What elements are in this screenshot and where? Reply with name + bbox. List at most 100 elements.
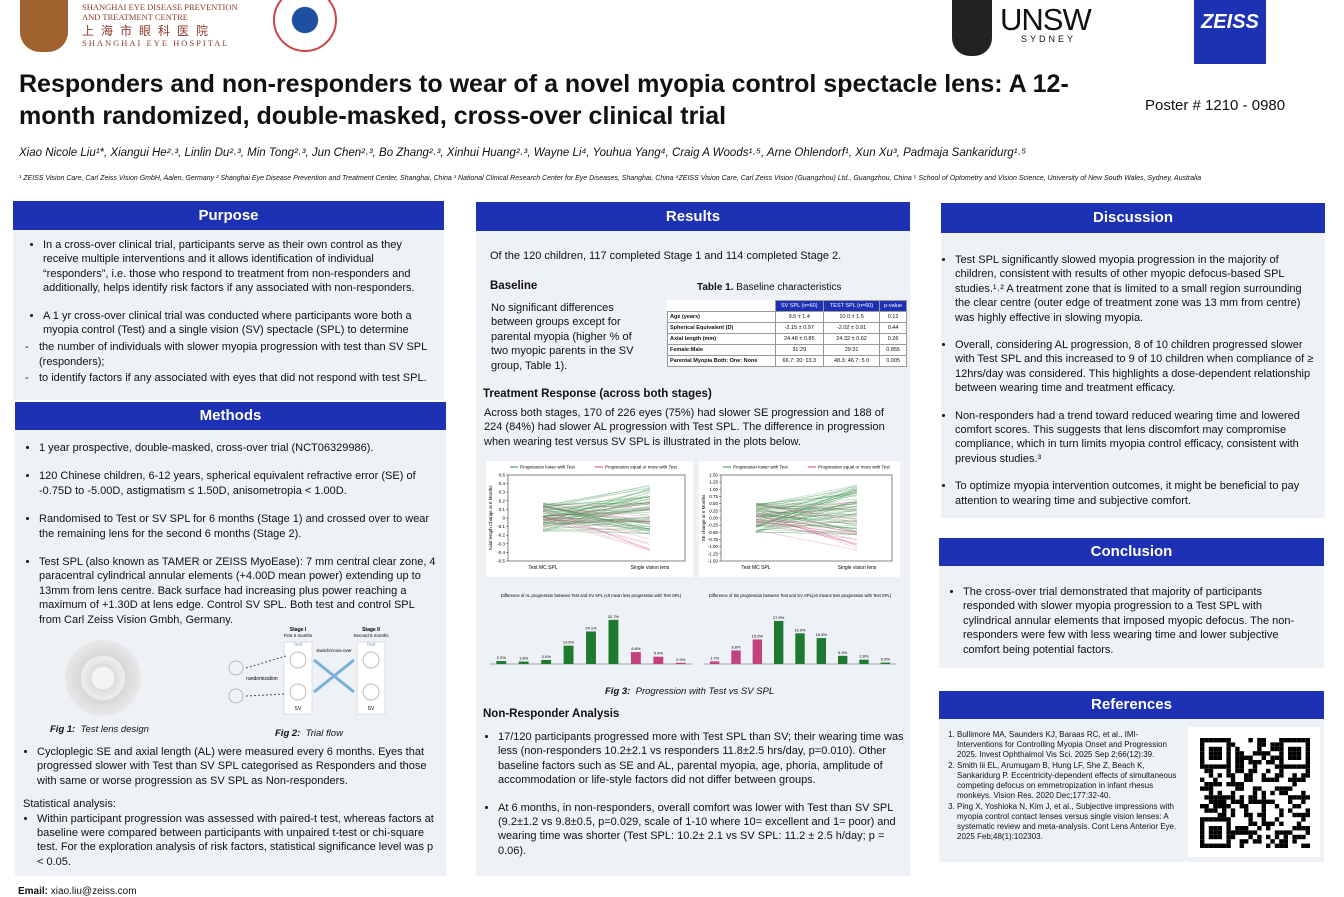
qr-module [1301, 764, 1305, 768]
qr-module [1226, 839, 1230, 843]
flow-label: Test [293, 642, 303, 648]
bar [795, 633, 804, 664]
qr-module [1244, 813, 1248, 817]
qr-module [1270, 791, 1274, 795]
qr-module [1226, 826, 1230, 830]
qr-module [1235, 786, 1239, 790]
qr-module [1240, 786, 1244, 790]
center-logo [273, 0, 337, 52]
bullet: In a cross-over clinical trial, particip… [43, 238, 434, 296]
qr-module [1279, 830, 1283, 834]
qr-module [1200, 751, 1204, 755]
qr-module [1209, 738, 1213, 742]
qr-module [1306, 760, 1310, 764]
qr-module [1240, 769, 1244, 773]
bullet: Cycloplegic SE and axial length (AL) wer… [37, 745, 442, 788]
qr-module [1231, 813, 1235, 817]
data-label: 0.9% [676, 657, 686, 662]
qr-module [1275, 747, 1279, 751]
qr-module [1266, 800, 1270, 804]
qr-module [1235, 800, 1239, 804]
data-label: 24.1% [585, 625, 597, 630]
trend-illustration [756, 485, 857, 519]
qr-module [1240, 756, 1244, 760]
y-tick-label: -0.50 [708, 530, 719, 535]
qr-module [1244, 830, 1248, 834]
logo-text: AND TREATMENT CENTRE [82, 12, 238, 22]
stage-box [284, 642, 312, 714]
qr-module [1226, 817, 1230, 821]
qr-module [1301, 791, 1305, 795]
data-label: 8.8% [631, 646, 641, 651]
bar [653, 657, 663, 664]
data-label: 15.9% [752, 633, 764, 638]
qr-module [1204, 817, 1208, 821]
qr-module [1204, 804, 1208, 808]
logo-text: SHANGHAI EYE DISEASE PREVENTION [82, 2, 238, 12]
email: xiao.liu@zeiss.com [51, 886, 137, 897]
data-label: 2.8% [859, 654, 869, 659]
qr-module [1306, 844, 1310, 848]
chart-title: Difference of AL progression between Tes… [501, 593, 682, 598]
qr-module [1248, 773, 1252, 777]
qr-module [1213, 808, 1217, 812]
qr-module [1262, 773, 1266, 777]
flow-label: Second 6 months [353, 633, 389, 638]
qr-module [1209, 817, 1213, 821]
data-label: 3.0% [542, 654, 552, 659]
flow-label: First 6 months [284, 633, 313, 638]
qr-module [1306, 738, 1310, 742]
qr-module [1209, 747, 1213, 751]
unsw-logo: SYDNEY [1021, 34, 1076, 44]
qr-module [1284, 791, 1288, 795]
table-header: SV SPL (n=60)TEST SPL (n=60)p-value [668, 301, 907, 312]
subheading: Non-Responder Analysis [483, 708, 619, 720]
subheading: Baseline [490, 280, 537, 292]
qr-module [1244, 756, 1248, 760]
bar [838, 656, 847, 664]
qr-module [1306, 764, 1310, 768]
qr-module [1244, 773, 1248, 777]
qr-module [1200, 844, 1204, 848]
qr-module [1275, 830, 1279, 834]
qr-module [1253, 786, 1257, 790]
fig1-caption: Fig 1: Test lens design [50, 724, 149, 735]
qr-module [1266, 826, 1270, 830]
qr-module [1231, 795, 1235, 799]
qr-module [1306, 826, 1310, 830]
qr-module [1218, 830, 1222, 834]
flow-label: Test [366, 642, 376, 648]
qr-module [1253, 791, 1257, 795]
qr-module [1292, 804, 1296, 808]
qr-module [1262, 738, 1266, 742]
qr-module [1200, 835, 1204, 839]
qr-module [1213, 835, 1217, 839]
footer: Email: xiao.liu@zeiss.com [18, 886, 137, 897]
qr-module [1306, 769, 1310, 773]
qr-module [1257, 747, 1261, 751]
qr-module [1266, 835, 1270, 839]
nonresp-list: 17/120 participants progressed more with… [480, 730, 910, 858]
title: Responders and non-responders to wear of… [19, 68, 1119, 132]
qr-module [1253, 764, 1257, 768]
qr-module [1279, 844, 1283, 848]
subheading: Statistical analysis: [17, 797, 442, 811]
stage-box [357, 642, 385, 714]
qr-module [1297, 795, 1301, 799]
table-cell: Female:Male [668, 345, 776, 356]
y-tick-label: -1.50 [708, 559, 719, 564]
qr-module [1270, 756, 1274, 760]
qr-module [1218, 800, 1222, 804]
qr-module [1270, 800, 1274, 804]
qr-module [1222, 844, 1226, 848]
qr-module [1279, 738, 1283, 742]
qr-module [1275, 756, 1279, 760]
qr-module [1275, 835, 1279, 839]
spaghetti-plot: 0.50.40.30.20.10-0.1-0.2-0.3-0.4-0.5Axia… [486, 461, 693, 577]
child-icon [229, 661, 243, 675]
flow-label: SV [368, 706, 375, 712]
y-tick-label: 0.2 [499, 498, 506, 503]
qr-module [1275, 817, 1279, 821]
